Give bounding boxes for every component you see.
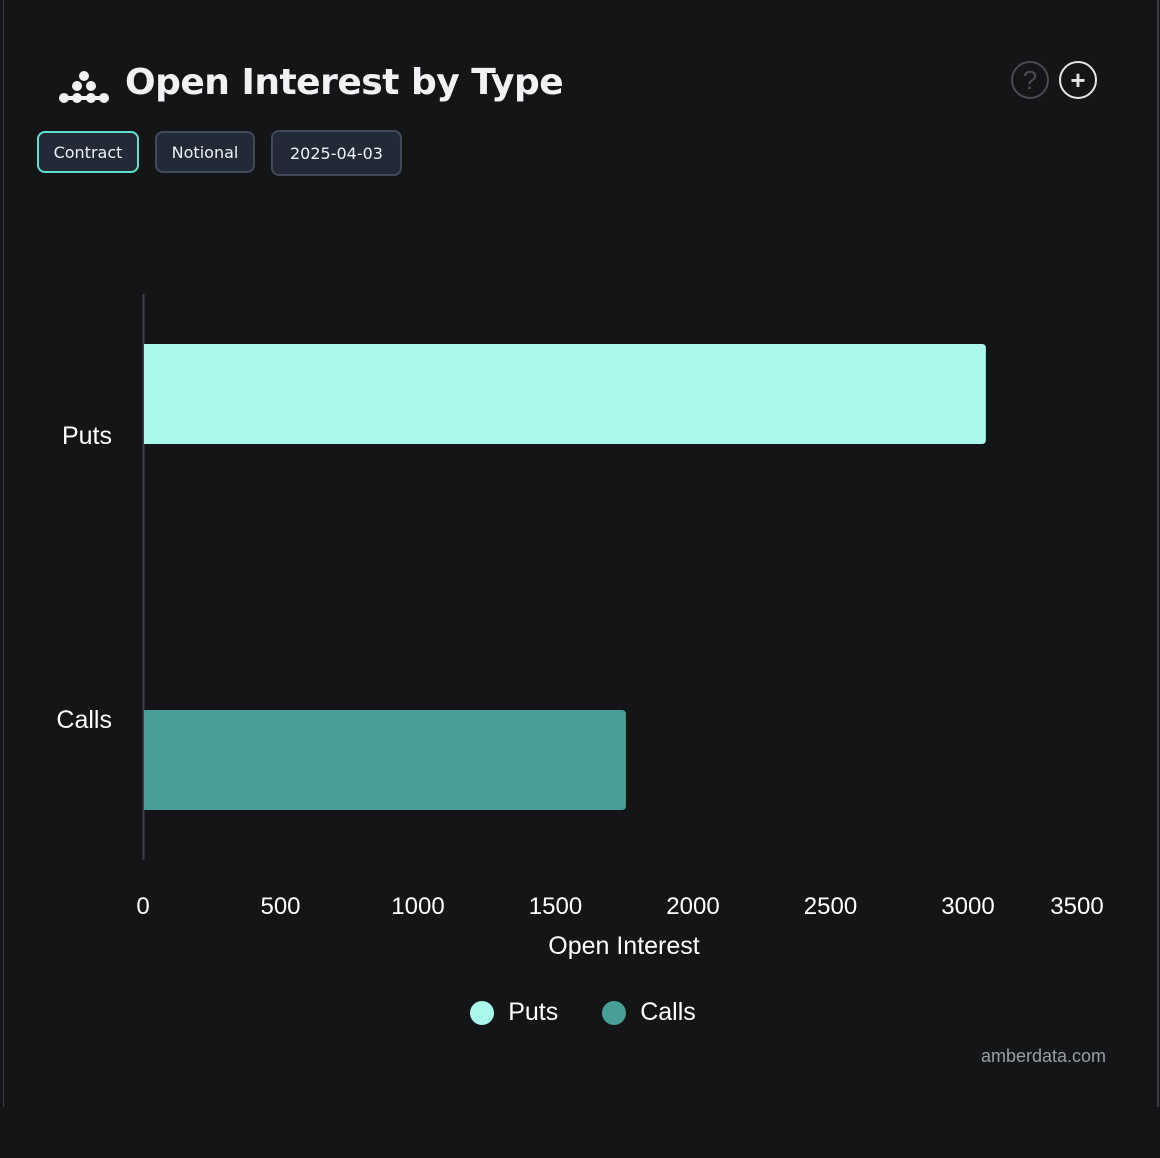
x-tick-label: 1500	[529, 893, 582, 920]
legend-item-calls[interactable]: Calls	[602, 998, 696, 1027]
x-tick-label: 0	[136, 893, 149, 920]
bar-puts[interactable]	[144, 344, 986, 444]
x-tick-label: 2000	[666, 893, 719, 920]
credit-text: amberdata.com	[980, 1046, 1106, 1066]
x-axis-title: Open Interest	[548, 932, 700, 960]
x-tick-label: 3000	[941, 893, 994, 920]
x-tick-label: 2500	[804, 893, 857, 920]
legend: Puts Calls	[0, 998, 1160, 1027]
contract-button[interactable]: Contract	[37, 131, 139, 173]
x-tick-label: 3500	[1050, 893, 1103, 920]
date-picker-button[interactable]: 2025-04-03	[271, 130, 402, 176]
y-label-puts: Puts	[62, 422, 112, 450]
plus-circle-icon: +	[1070, 64, 1086, 95]
legend-item-puts[interactable]: Puts	[470, 998, 558, 1027]
add-button[interactable]: +	[1059, 61, 1097, 99]
bar-calls[interactable]	[144, 710, 626, 810]
legend-label-puts: Puts	[508, 998, 559, 1026]
question-circle-icon: ?	[1022, 64, 1038, 95]
notional-button[interactable]: Notional	[155, 131, 255, 173]
help-button[interactable]: ?	[1011, 61, 1049, 99]
y-label-calls: Calls	[56, 706, 112, 734]
x-tick-label: 500	[260, 893, 300, 920]
bar-chart: 0 500 1000 1500 2000 2500 3000 3500 Puts Calls …	[56, 294, 1104, 960]
legend-swatch-calls	[602, 1000, 627, 1025]
amberdata-logo-icon	[59, 71, 109, 103]
x-tick-label: 1000	[391, 893, 444, 920]
page-title: Open Interest by Type	[125, 62, 564, 103]
legend-label-calls: Calls	[640, 998, 696, 1026]
legend-swatch-puts	[470, 1000, 495, 1025]
chart-card	[3, 0, 1159, 1107]
